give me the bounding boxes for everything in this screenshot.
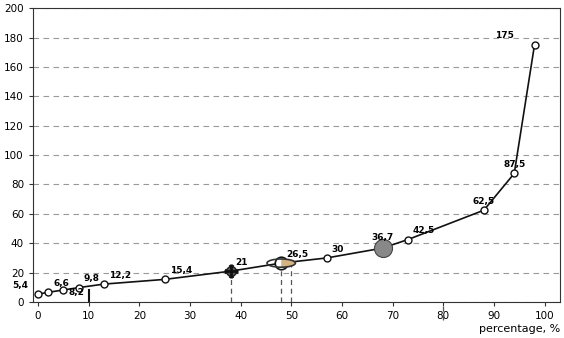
Text: 62,5: 62,5 <box>473 197 495 206</box>
Text: 42,5: 42,5 <box>413 226 435 235</box>
Text: 9,8: 9,8 <box>83 274 100 283</box>
Text: 15,4: 15,4 <box>170 266 192 275</box>
Text: 6,6: 6,6 <box>53 279 69 288</box>
Text: 12,2: 12,2 <box>109 271 131 280</box>
Text: 21: 21 <box>236 258 248 267</box>
Text: 87,5: 87,5 <box>503 160 525 169</box>
Wedge shape <box>281 259 296 267</box>
Text: 175: 175 <box>495 31 514 41</box>
X-axis label: percentage, %: percentage, % <box>479 324 560 334</box>
Text: 5,4: 5,4 <box>12 281 28 290</box>
Text: 30: 30 <box>332 244 344 254</box>
Text: 36,7: 36,7 <box>371 233 394 242</box>
Text: 8,2: 8,2 <box>68 288 84 297</box>
Text: 26,5: 26,5 <box>287 250 309 259</box>
